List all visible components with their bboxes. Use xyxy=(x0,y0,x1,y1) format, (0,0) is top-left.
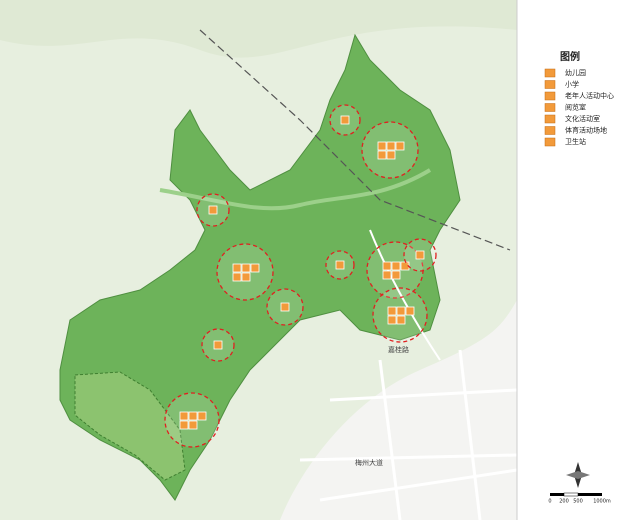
facility-icon xyxy=(179,411,189,421)
facility-icon xyxy=(335,260,345,270)
legend-label: 卫生站 xyxy=(565,137,586,146)
legend-swatch xyxy=(544,126,556,135)
facility-icon xyxy=(382,261,392,271)
facility-icon xyxy=(241,263,251,273)
facility-icon xyxy=(188,420,198,430)
legend-label: 体育活动场地 xyxy=(565,126,607,135)
facility-icon xyxy=(377,141,387,151)
road xyxy=(369,229,441,361)
road-label: 梅州大道 xyxy=(355,458,383,467)
expressway xyxy=(159,168,432,211)
legend-swatch xyxy=(544,137,556,147)
legend-label: 幼儿园 xyxy=(565,68,586,77)
legend-swatch xyxy=(544,80,556,89)
forest-park xyxy=(74,371,186,481)
service-circles xyxy=(164,104,437,448)
facility-icon xyxy=(232,263,242,273)
legend-title: 图例 xyxy=(560,50,580,63)
legend-label: 老年人活动中心 xyxy=(565,91,614,100)
facility-icon xyxy=(387,306,397,316)
facility-icon xyxy=(386,141,396,151)
facility-icon xyxy=(395,141,405,151)
legend-swatch xyxy=(544,103,556,112)
facility-icon xyxy=(340,115,350,125)
urban-area xyxy=(280,300,517,520)
side-panel xyxy=(517,0,641,520)
facility-icon xyxy=(415,250,425,260)
facility-icon xyxy=(396,315,406,325)
facility-icon xyxy=(391,261,401,271)
facility-icon xyxy=(382,270,392,280)
legend-label: 小学 xyxy=(565,80,579,89)
facility-icon xyxy=(208,205,218,215)
legend-label: 阅览室 xyxy=(565,103,586,112)
scale-label: 1000m xyxy=(593,499,611,505)
facility-icon xyxy=(213,340,223,350)
facility-icon xyxy=(179,420,189,430)
facility-icon xyxy=(197,411,207,421)
scale-bar xyxy=(550,492,602,497)
legend-label: 文化活动室 xyxy=(565,114,600,123)
road-label: 嘉桂路 xyxy=(388,345,409,354)
scale-label: 200 xyxy=(559,499,569,505)
north-arrow xyxy=(566,462,590,488)
railway xyxy=(199,29,511,251)
scale-label: 500 xyxy=(573,499,583,505)
facility-icon xyxy=(386,150,396,160)
scale-labels: 0 200 500 1000m xyxy=(548,499,611,505)
legend-swatch xyxy=(544,91,556,101)
terrain xyxy=(0,0,517,58)
urban-roads xyxy=(299,349,518,520)
facility-icon xyxy=(188,411,198,421)
facility-icon xyxy=(232,272,242,282)
legend-swatch xyxy=(544,68,556,78)
facility-icon xyxy=(250,263,260,273)
facility-icon xyxy=(405,306,415,316)
facility-icon xyxy=(391,270,401,280)
facility-icon xyxy=(396,306,406,316)
scale-label: 0 xyxy=(548,499,551,505)
facility-icon xyxy=(387,315,397,325)
facility-icon xyxy=(241,272,251,282)
facility-icon xyxy=(280,302,290,312)
facility-icon xyxy=(377,150,387,160)
legend-swatch xyxy=(544,114,556,124)
